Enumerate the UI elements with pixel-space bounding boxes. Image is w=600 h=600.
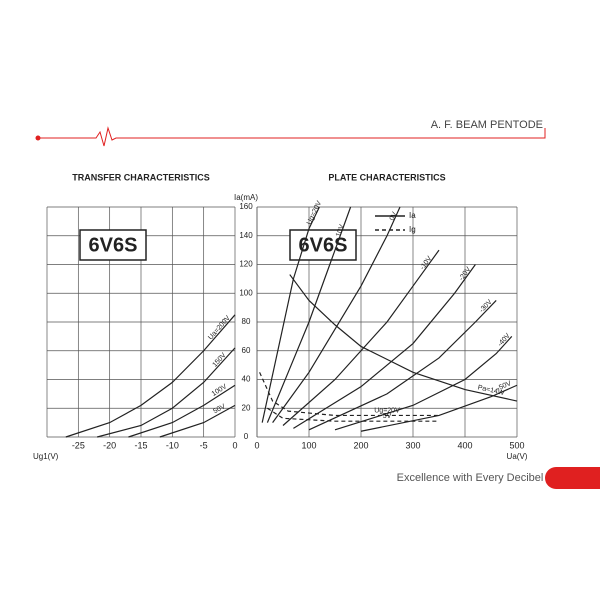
- x-tick-label: 200: [353, 440, 368, 450]
- header-rule: [35, 126, 546, 147]
- x-axis-label: Ug1(V): [33, 452, 59, 461]
- curve: [293, 264, 476, 429]
- y-tick-label: 60: [242, 346, 251, 355]
- curve-label: 0V: [389, 211, 399, 222]
- curve: [360, 384, 518, 432]
- curve-label: 10V: [335, 224, 346, 238]
- curve: [267, 407, 439, 422]
- curve: [272, 206, 401, 423]
- chart-title: TRANSFER CHARACTERISTICS: [72, 172, 210, 182]
- x-tick-label: -5: [200, 440, 208, 450]
- y-tick-label: 140: [239, 231, 253, 240]
- curve-label: 150V: [211, 352, 227, 369]
- curve: [65, 314, 236, 438]
- x-tick-label: 0: [254, 440, 259, 450]
- y-tick-label: 80: [242, 317, 251, 326]
- curve-label: -30V: [478, 298, 494, 314]
- curve-label: Ug=20V: [374, 407, 400, 414]
- curve-label: -20V: [458, 266, 473, 282]
- chart-title: PLATE CHARACTERISTICS: [328, 172, 445, 182]
- tagline: Excellence with Every Decibel: [397, 472, 544, 484]
- curve: [308, 300, 497, 431]
- x-tick-label: -15: [134, 440, 147, 450]
- y-tick-label: 120: [239, 260, 253, 269]
- x-tick-label: -10: [166, 440, 179, 450]
- curve-label: Ua=200V: [207, 314, 232, 341]
- x-tick-label: 100: [301, 440, 316, 450]
- y-tick-label: 0: [244, 432, 249, 441]
- x-tick-label: 400: [457, 440, 472, 450]
- curve: [334, 335, 513, 431]
- y-tick-label: 100: [239, 288, 253, 297]
- y-axis-label: Ia(mA): [234, 193, 258, 202]
- curve-label: -40V: [497, 332, 512, 348]
- header-title: A. F. BEAM PENTODE: [431, 119, 543, 131]
- curve: [259, 372, 439, 417]
- curve: [266, 206, 352, 423]
- curve: [282, 249, 440, 426]
- curve: [159, 404, 236, 438]
- badge-box: [79, 229, 147, 261]
- x-axis-label: Ua(V): [507, 452, 528, 461]
- curve: [289, 274, 518, 402]
- x-tick-label: 500: [509, 440, 524, 450]
- badge: 6V6S: [89, 234, 138, 256]
- curve: [128, 384, 236, 438]
- legend-label: Ia: [409, 211, 416, 220]
- legend-label: Ig: [409, 225, 416, 234]
- x-tick-label: -20: [103, 440, 116, 450]
- curve: [96, 347, 236, 438]
- y-tick-label: 40: [242, 375, 251, 384]
- x-tick-label: 300: [405, 440, 420, 450]
- footer-accent: [545, 467, 600, 489]
- y-tick-label: 20: [242, 403, 251, 412]
- y-tick-label: 160: [239, 202, 253, 211]
- curve-label: Ug=20V: [306, 200, 324, 226]
- x-tick-label: 0: [232, 440, 237, 450]
- curve-label: 5V: [383, 413, 392, 420]
- x-tick-label: -25: [72, 440, 85, 450]
- curve-label: -10V: [419, 255, 434, 271]
